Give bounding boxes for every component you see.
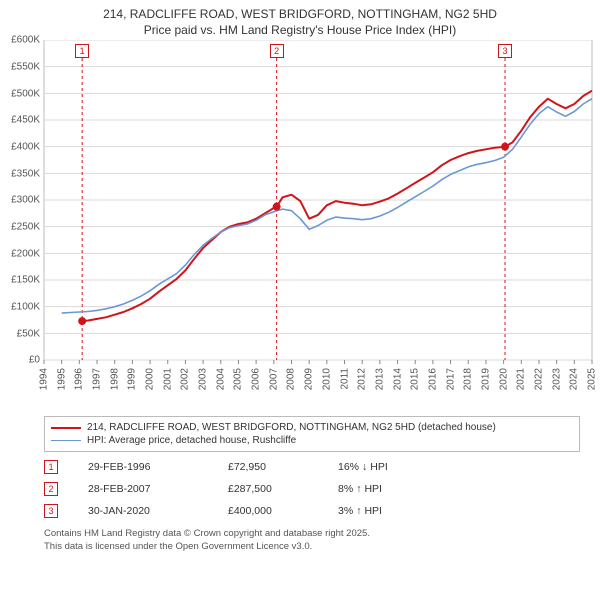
y-axis-tick-label: £500K <box>0 88 40 99</box>
delta-percent: 8% <box>338 483 353 495</box>
legend-swatch <box>51 427 81 429</box>
sale-row: 2 28-FEB-2007£287,5008%↑HPI <box>44 478 580 500</box>
x-axis-tick-label: 2024 <box>569 368 580 390</box>
delta-label: HPI <box>364 483 382 495</box>
attribution-line1: Contains HM Land Registry data © Crown c… <box>44 528 580 540</box>
x-axis-tick-label: 2011 <box>339 368 350 390</box>
sale-hpi-delta: 16%↓HPI <box>338 461 388 473</box>
sale-hpi-delta: 3%↑HPI <box>338 505 382 517</box>
sale-date: 30-JAN-2020 <box>88 505 228 517</box>
y-axis-tick-label: £550K <box>0 62 40 73</box>
price-chart <box>0 40 600 410</box>
x-axis-tick-label: 2025 <box>587 368 598 390</box>
x-axis-tick-label: 1998 <box>109 368 120 390</box>
sale-row-marker: 3 <box>44 504 58 518</box>
sale-row-marker: 2 <box>44 482 58 496</box>
y-axis-tick-label: £150K <box>0 275 40 286</box>
x-axis-tick-label: 2002 <box>180 368 191 390</box>
x-axis-tick-label: 2004 <box>215 368 226 390</box>
legend-item: HPI: Average price, detached house, Rush… <box>51 434 573 447</box>
delta-label: HPI <box>364 505 382 517</box>
chart-area: £0 £50K £100K £150K £200K £250K £300K £350K £400… <box>0 40 600 410</box>
x-axis-tick-label: 2010 <box>321 368 332 390</box>
chart-title: 214, RADCLIFFE ROAD, WEST BRIDGFORD, NOT… <box>0 0 600 40</box>
sale-row: 3 30-JAN-2020£400,0003%↑HPI <box>44 500 580 522</box>
y-axis-tick-label: £450K <box>0 115 40 126</box>
title-address: 214, RADCLIFFE ROAD, WEST BRIDGFORD, NOT… <box>0 6 600 22</box>
x-axis-tick-label: 2001 <box>162 368 173 390</box>
delta-percent: 16% <box>338 461 359 473</box>
x-axis-tick-label: 2006 <box>251 368 262 390</box>
x-axis-tick-label: 2008 <box>286 368 297 390</box>
x-axis-tick-label: 1999 <box>127 368 138 390</box>
y-axis-tick-label: £250K <box>0 222 40 233</box>
x-axis-tick-label: 2009 <box>304 368 315 390</box>
x-axis-tick-label: 1996 <box>74 368 85 390</box>
y-axis-tick-label: £400K <box>0 142 40 153</box>
sale-price: £400,000 <box>228 505 338 517</box>
title-subtitle: Price paid vs. HM Land Registry's House … <box>0 22 600 38</box>
sale-marker-1: 1 <box>75 44 89 58</box>
x-axis-tick-label: 2022 <box>533 368 544 390</box>
attribution: Contains HM Land Registry data © Crown c… <box>44 528 580 553</box>
x-axis-tick-label: 2012 <box>357 368 368 390</box>
x-axis-tick-label: 2013 <box>374 368 385 390</box>
y-axis-tick-label: £0 <box>0 355 40 366</box>
sale-marker-3: 3 <box>498 44 512 58</box>
legend-label: HPI: Average price, detached house, Rush… <box>87 435 296 446</box>
sale-price: £287,500 <box>228 483 338 495</box>
x-axis-tick-label: 2018 <box>463 368 474 390</box>
attribution-line2: This data is licensed under the Open Gov… <box>44 541 580 553</box>
delta-arrow-icon: ↓ <box>362 461 367 473</box>
x-axis-tick-label: 2007 <box>268 368 279 390</box>
y-axis-tick-label: £200K <box>0 248 40 259</box>
sale-hpi-delta: 8%↑HPI <box>338 483 382 495</box>
x-axis-tick-label: 2003 <box>198 368 209 390</box>
sale-price: £72,950 <box>228 461 338 473</box>
x-axis-tick-label: 2023 <box>551 368 562 390</box>
x-axis-tick-label: 2015 <box>410 368 421 390</box>
x-axis-tick-label: 2019 <box>480 368 491 390</box>
x-axis-tick-label: 2016 <box>427 368 438 390</box>
x-axis-tick-label: 1994 <box>39 368 50 390</box>
y-axis-tick-label: £100K <box>0 302 40 313</box>
y-axis-tick-label: £350K <box>0 168 40 179</box>
sale-row-marker: 1 <box>44 460 58 474</box>
x-axis-tick-label: 1995 <box>56 368 67 390</box>
y-axis-tick-label: £300K <box>0 195 40 206</box>
legend-item: 214, RADCLIFFE ROAD, WEST BRIDGFORD, NOT… <box>51 421 573 434</box>
y-axis-tick-label: £600K <box>0 35 40 46</box>
x-axis-tick-label: 2021 <box>516 368 527 390</box>
legend: 214, RADCLIFFE ROAD, WEST BRIDGFORD, NOT… <box>44 416 580 452</box>
legend-label: 214, RADCLIFFE ROAD, WEST BRIDGFORD, NOT… <box>87 422 496 433</box>
delta-arrow-icon: ↑ <box>356 483 361 495</box>
x-axis-tick-label: 2020 <box>498 368 509 390</box>
x-axis-tick-label: 2017 <box>445 368 456 390</box>
delta-percent: 3% <box>338 505 353 517</box>
x-axis-tick-label: 2000 <box>145 368 156 390</box>
y-axis-tick-label: £50K <box>0 328 40 339</box>
sale-events-table: 129-FEB-1996£72,95016%↓HPI228-FEB-2007£2… <box>44 456 580 522</box>
delta-label: HPI <box>370 461 388 473</box>
sale-date: 29-FEB-1996 <box>88 461 228 473</box>
sale-marker-2: 2 <box>270 44 284 58</box>
x-axis-tick-label: 2014 <box>392 368 403 390</box>
legend-swatch <box>51 440 81 441</box>
x-axis-tick-label: 2005 <box>233 368 244 390</box>
delta-arrow-icon: ↑ <box>356 505 361 517</box>
sale-date: 28-FEB-2007 <box>88 483 228 495</box>
sale-row: 1 29-FEB-1996£72,95016%↓HPI <box>44 456 580 478</box>
x-axis-tick-label: 1997 <box>92 368 103 390</box>
